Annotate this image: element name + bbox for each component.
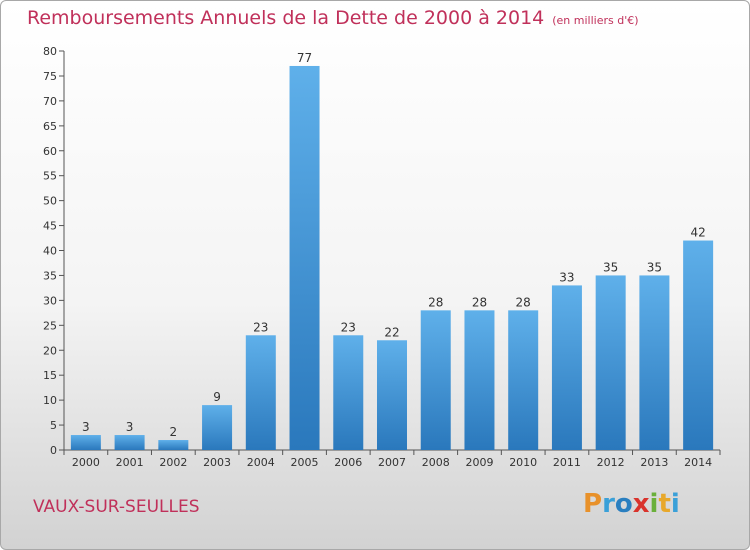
logo-letter: r	[602, 489, 615, 519]
bar-2003	[202, 405, 233, 450]
y-tick-label: 25	[43, 319, 57, 332]
y-tick-label: 15	[43, 369, 57, 382]
y-tick-label: 20	[43, 344, 57, 357]
x-tick-label-2010: 2010	[509, 456, 537, 469]
data-label-2014: 42	[690, 226, 705, 240]
data-label-2005: 77	[297, 51, 312, 65]
data-label-2011: 33	[559, 270, 574, 284]
y-tick-label: 80	[43, 45, 57, 58]
chart-unit: (en milliers d'€)	[552, 14, 639, 27]
x-tick-label-2002: 2002	[159, 456, 187, 469]
data-label-2010: 28	[516, 295, 531, 309]
x-tick-label-2014: 2014	[684, 456, 712, 469]
bar-2005	[289, 65, 320, 451]
y-tick-label: 30	[43, 294, 57, 307]
logo-letter: o	[614, 489, 633, 519]
x-tick-label-2001: 2001	[116, 456, 144, 469]
y-tick-label: 75	[43, 70, 57, 83]
logo-letter: P	[583, 489, 603, 519]
data-label-2003: 9	[213, 390, 221, 404]
y-tick-label: 40	[43, 245, 57, 258]
y-tick-label: 45	[43, 220, 57, 233]
logo-letter: x	[632, 489, 650, 519]
bar-2011	[551, 285, 582, 450]
bar-2007	[377, 340, 407, 450]
x-tick-label-2009: 2009	[465, 456, 493, 469]
y-tick-label: 55	[43, 170, 57, 183]
x-tick-label-2004: 2004	[247, 456, 275, 469]
y-tick-label: 50	[43, 195, 57, 208]
x-tick-label-2006: 2006	[334, 456, 362, 469]
proxiti-logo: Proxiti	[583, 489, 680, 519]
data-label-2000: 3	[82, 420, 90, 434]
data-label-2006: 23	[341, 320, 356, 334]
chart-title: Remboursements Annuels de la Dette de 20…	[27, 7, 639, 29]
logo-letter: i	[649, 489, 659, 519]
bar-2010	[508, 310, 539, 450]
data-label-2012: 35	[603, 260, 618, 274]
data-label-2004: 23	[253, 320, 268, 334]
bar-2004	[245, 335, 276, 450]
x-tick-label-2000: 2000	[72, 456, 100, 469]
data-label-2009: 28	[472, 295, 487, 309]
logo-letter: t	[658, 489, 671, 519]
data-label-2002: 2	[170, 425, 178, 439]
bar-2013	[639, 275, 670, 450]
x-tick-label-2005: 2005	[291, 456, 319, 469]
data-label-2007: 22	[384, 325, 399, 339]
y-tick-label: 70	[43, 95, 57, 108]
bar-2000	[70, 435, 101, 450]
commune-name: VAUX-SUR-SEULLES	[33, 497, 200, 517]
y-tick-label: 5	[50, 419, 57, 432]
bar-2002	[158, 440, 189, 450]
bar-2008	[420, 310, 451, 450]
x-tick-label-2011: 2011	[553, 456, 581, 469]
y-tick-label: 10	[43, 394, 57, 407]
y-tick-label: 60	[43, 145, 57, 158]
x-tick-label-2007: 2007	[378, 456, 406, 469]
data-label-2008: 28	[428, 295, 443, 309]
data-label-2001: 3	[126, 420, 134, 434]
x-tick-label-2003: 2003	[203, 456, 231, 469]
y-tick-label: 0	[50, 444, 57, 457]
bar-2014	[683, 240, 714, 450]
data-label-2013: 35	[647, 260, 662, 274]
x-tick-label-2013: 2013	[640, 456, 668, 469]
x-tick-label-2012: 2012	[597, 456, 625, 469]
logo-letter: i	[670, 489, 680, 519]
bar-2012	[595, 275, 626, 450]
x-tick-label-2008: 2008	[422, 456, 450, 469]
chart-title-text: Remboursements Annuels de la Dette de 20…	[27, 7, 545, 29]
y-tick-label: 65	[43, 120, 57, 133]
y-tick-label: 35	[43, 269, 57, 282]
bar-2001	[114, 435, 145, 450]
bar-2006	[333, 335, 364, 450]
bar-2009	[464, 310, 495, 450]
